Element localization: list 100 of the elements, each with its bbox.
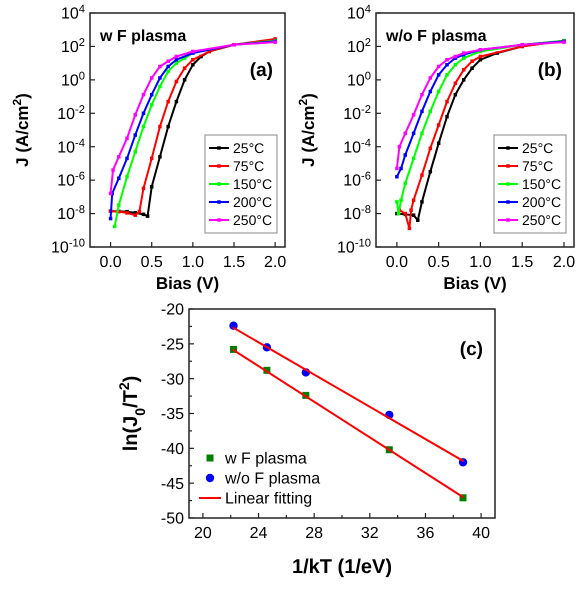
point (395, 200, 399, 204)
x-tick-label: 24 (250, 525, 268, 542)
point (462, 68, 466, 72)
point (142, 124, 146, 128)
point (125, 156, 129, 160)
point (416, 218, 420, 222)
point (158, 155, 162, 159)
y-tick-label: 10$^{4}$ (346, 4, 371, 23)
point (174, 80, 178, 84)
point (191, 63, 195, 67)
legend-label: Linear fitting (225, 490, 312, 508)
point (478, 58, 482, 62)
point (174, 100, 178, 104)
point (112, 224, 116, 228)
x-tick-label: 0.0 (99, 254, 122, 271)
x-tick-label: 40 (472, 525, 490, 542)
point (174, 58, 178, 62)
x-tick-label: 28 (305, 525, 324, 542)
point (108, 216, 112, 220)
point (142, 92, 146, 96)
point (445, 100, 449, 104)
point (399, 166, 403, 170)
y-tick-label: 10$^{-4}$ (343, 137, 371, 156)
point (166, 100, 170, 104)
legend-label: 25°C (233, 140, 264, 156)
legend-label: 150°C (233, 176, 272, 192)
y-tick-label: -30 (160, 371, 184, 388)
point (403, 132, 407, 136)
x-tick-label: 2.0 (264, 254, 286, 271)
point (125, 174, 129, 178)
legend-label: 150°C (522, 176, 562, 192)
x-tick-label: 0.0 (386, 254, 408, 271)
point (395, 174, 399, 178)
point (150, 103, 154, 107)
legend-label: w F plasma (224, 450, 307, 468)
point (454, 81, 458, 85)
point (403, 153, 407, 157)
point (445, 63, 449, 67)
x-tick-label: 0.5 (428, 254, 450, 271)
y-tick-label: 10$^{-8}$ (343, 204, 371, 224)
point (428, 76, 432, 80)
point (462, 56, 466, 60)
point (412, 198, 416, 202)
point (395, 166, 399, 170)
point (420, 200, 424, 204)
point (117, 155, 121, 159)
point (117, 176, 121, 180)
point (158, 124, 162, 128)
x-axis-title: Bias (V) (443, 274, 507, 293)
point (138, 210, 142, 214)
point (125, 136, 129, 140)
y-tick-label: -40 (160, 440, 184, 458)
legend-label: 250°C (233, 212, 272, 228)
point (150, 156, 154, 160)
annotation: w/o F plasma (385, 28, 487, 45)
y-tick-label: 10$^{-2}$ (343, 104, 371, 123)
point (191, 58, 195, 62)
point (420, 110, 424, 114)
point (166, 70, 170, 74)
point (150, 76, 154, 80)
y-tick-label: -35 (160, 406, 184, 424)
y-tick-label: 10$^{-6}$ (343, 170, 371, 190)
annotation: w F plasma (99, 28, 186, 45)
point (412, 156, 416, 160)
point (462, 78, 466, 82)
point (412, 113, 416, 117)
point (399, 198, 403, 202)
y-tick-label: 10$^{2}$ (60, 37, 85, 56)
point (174, 61, 178, 65)
y-tick-label: 10$^{-8}$ (57, 204, 85, 224)
y-tick-label: 10$^{2}$ (346, 37, 371, 56)
x-axis-title: 1/kT (1/eV) (292, 556, 392, 578)
point (117, 203, 121, 207)
point (428, 146, 432, 150)
point (412, 132, 416, 136)
x-tick-label: 1.5 (222, 254, 246, 271)
point (408, 226, 412, 230)
point (445, 58, 449, 62)
legend-label: 200°C (233, 194, 272, 210)
point (436, 90, 440, 94)
y-tick-label: -50 (160, 510, 184, 528)
point (150, 185, 154, 189)
point (420, 132, 424, 136)
point (428, 110, 432, 114)
x-tick-label: 0.5 (140, 254, 163, 271)
x-tick-label: 1.5 (511, 254, 534, 271)
x-tick-label: 1.0 (469, 254, 492, 271)
y-tick-label: -20 (160, 302, 184, 319)
x-axis-title: Bias (V) (156, 274, 220, 293)
x-tick-label: 36 (416, 525, 434, 542)
y-tick-label: 10$^{0}$ (346, 70, 371, 90)
point (158, 84, 162, 88)
point (111, 168, 115, 172)
annotation: (c) (460, 338, 483, 360)
legend-label: 75°C (522, 158, 554, 174)
annotation: (a) (250, 60, 273, 82)
point (166, 64, 170, 68)
point (436, 142, 440, 146)
y-tick-label: 10$^{-10}$ (337, 238, 371, 257)
point (428, 170, 432, 174)
